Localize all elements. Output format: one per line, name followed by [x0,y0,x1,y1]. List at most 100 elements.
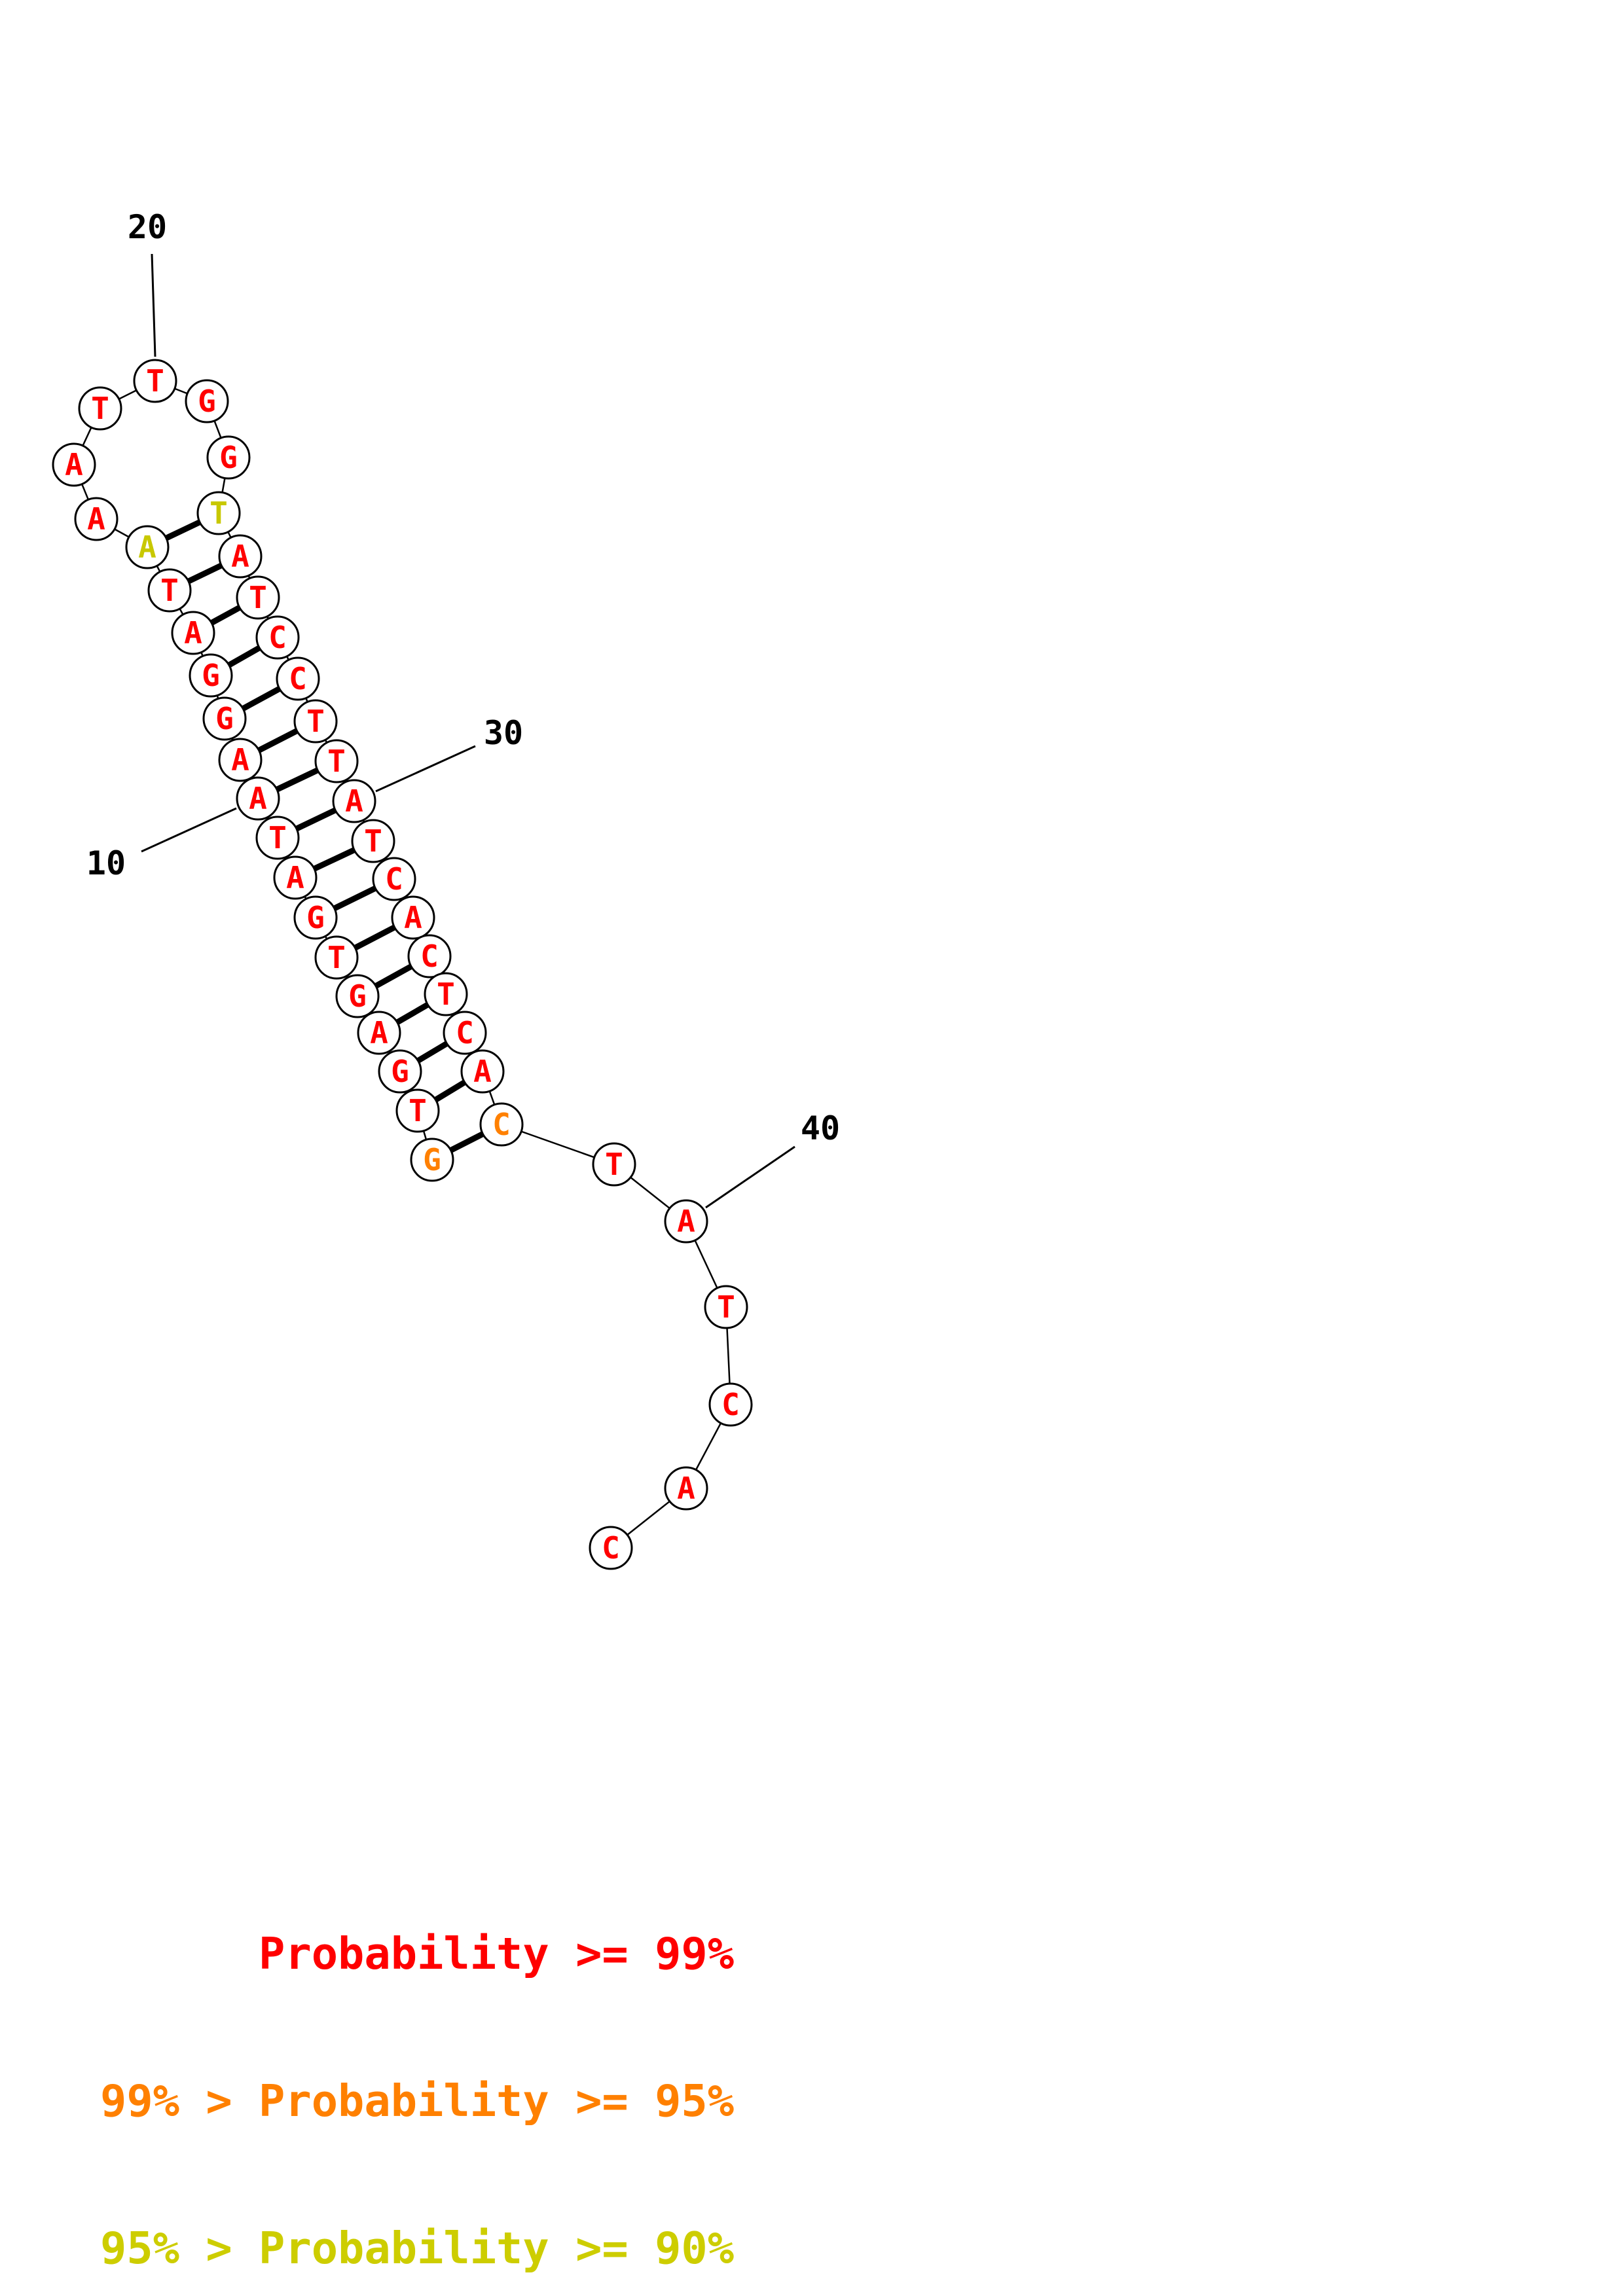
nucleotide-circle [357,1011,401,1055]
nucleotide-base: T [249,580,267,615]
nucleotide-circle [125,525,170,569]
nucleotide-circle [273,855,318,900]
nucleotide-circle [443,1011,487,1055]
nucleotide-circle [185,379,229,423]
nucleotide-circle [218,534,263,579]
legend-range-label: Probability >= 99% [259,1928,735,1979]
legend-range-prefix: 99% > [100,2075,259,2126]
nucleotide-circle [74,497,119,541]
nucleotide-circle [407,934,452,978]
tick-labels: 10 20 30 40 [86,208,840,1209]
tick-line [141,807,237,853]
nucleotide-circle [704,1285,748,1329]
tick-line [705,1145,795,1209]
nucleotide-base: A [65,447,83,482]
nucleotide-base: T [327,744,346,779]
nucleotide-circle [293,895,338,940]
nucleotide-base: A [473,1054,492,1089]
nucleotide-base: G [423,1142,441,1177]
legend-range-label: Probability >= 95% [259,2075,735,2126]
nucleotide-base: C [420,939,439,974]
nucleotide-base: T [605,1147,623,1182]
nucleotide-circle [276,656,320,701]
nucleotide-circle [236,575,280,620]
nucleotide-circle [460,1049,505,1094]
nucleotide-base: T [437,977,455,1012]
nucleotide-base: G [348,978,367,1014]
nucleotide-circle [479,1102,524,1147]
nucleotide-circle [314,739,359,783]
nucleotide-circle [314,935,359,980]
nucleotide-circle [335,974,380,1018]
nucleotide-circle [332,779,376,823]
nucleotide-circle [372,857,416,901]
nucleotide-base: A [345,783,363,819]
nucleotide-base: A [231,539,249,574]
nucleotide-base: A [184,615,202,651]
nucleotide-circle [147,568,192,613]
nucleotide-circle [189,653,233,698]
nucleotide-base: A [87,501,105,537]
tick-line [375,745,476,793]
nucleotide-circle [589,1526,633,1570]
legend-item: 99% > Probability >= 95% [100,2077,734,2126]
nucleotide-base: G [202,658,220,693]
nucleotide-circle [708,1382,753,1427]
nucleotide-base: T [327,940,346,975]
nucleotide-circle [52,442,96,487]
nucleotide-base: A [677,1204,695,1239]
nucleotide-base: T [306,704,325,739]
nucleotide-base: T [91,391,109,426]
nucleotide-base: G [215,701,234,736]
nucleotide-circle [664,1199,708,1244]
nucleotide-circle [424,972,468,1016]
nucleotide-circle [218,738,263,782]
nucleotide-base: T [160,573,179,608]
position-label: 40 [801,1109,840,1147]
nucleotide-base: G [306,900,325,935]
nucleotide-circle [293,699,338,744]
nucleotide-base: A [404,900,422,935]
position-label: 20 [128,208,167,246]
probability-legend: Probability >= 99% 99% > Probability >= … [100,1831,734,2296]
nucleotide-circle [410,1138,454,1182]
nucleotide-base: T [146,363,164,399]
legend-item: Probability >= 99% [100,1929,734,1979]
nucleotide-base: C [602,1530,620,1566]
nucleotide-base: A [370,1015,388,1050]
nucleotide-base: T [210,495,228,531]
nucleotide-circle [196,491,241,535]
nucleotide-base: A [677,1471,695,1506]
backbone-lines [73,380,732,1549]
nucleotide-base: C [385,861,403,897]
nucleotide-base: A [138,529,156,565]
nucleotide-base: G [219,440,238,475]
nucleotide-circle [206,435,251,480]
nucleotide-circle [391,895,435,940]
nucleotide-circle [171,611,215,655]
nucleotide-circle [351,819,395,863]
tick-line [151,253,156,357]
position-label: 10 [86,844,126,882]
nucleotide-circle [664,1466,708,1511]
nucleotide-base: C [492,1107,511,1142]
nucleotide-circle [202,696,247,741]
nucleotide-base: T [409,1093,427,1128]
nucleotide-base: A [231,742,249,778]
nucleotides: GTGAGTGATAAGGATAAATTGGTATCCTTATCACTCACTA… [52,359,753,1570]
nucleotide-base: G [198,384,216,419]
nucleotide-base: C [721,1387,740,1422]
legend-range-prefix: 95% > [100,2223,259,2274]
nucleotide-base: A [286,860,304,895]
nucleotide-base: C [289,661,307,696]
nucleotide-circle [395,1088,440,1133]
nucleotide-base: T [717,1289,735,1325]
nucleotide-base: G [391,1054,409,1089]
nucleotide-base: C [456,1015,474,1050]
nucleotide-base: C [268,620,287,655]
nucleotide-circle [255,615,300,660]
nucleotide-circle [378,1049,422,1094]
nucleotide-circle [255,816,300,860]
